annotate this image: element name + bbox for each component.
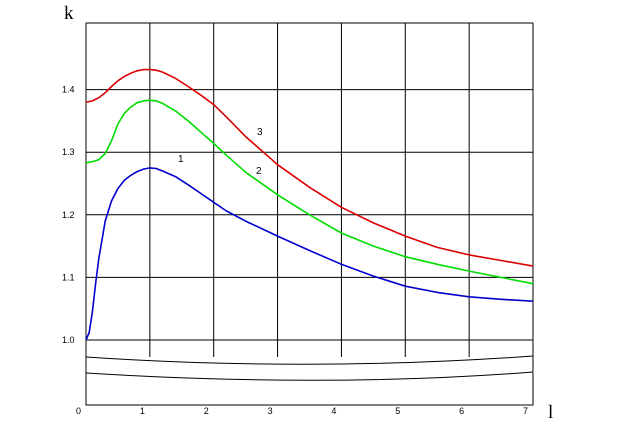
curve-label-1: 1: [178, 154, 184, 165]
y-tick-label: 1.4: [62, 85, 75, 95]
x-axis-title: l: [548, 402, 553, 423]
series: [85, 68, 534, 341]
y-tick-label: 1.1: [62, 272, 75, 282]
x-tick-label: 6: [459, 406, 464, 416]
curve-label-3: 3: [257, 127, 263, 138]
y-axis-title: k: [64, 3, 74, 24]
x-tick-label: 2: [204, 406, 209, 416]
y-tick-label: 1.0: [62, 335, 75, 345]
boundary-upper: [85, 355, 534, 365]
tick-labels: 1.0 1.1 1.2 1.3 1.4 0 1 2 3 4 5 6 7: [62, 85, 528, 416]
series-line-2: [85, 99, 534, 285]
x-tick-label: 0: [76, 406, 81, 416]
series-line-3: [85, 68, 534, 267]
panel-gap: [85, 357, 534, 373]
curve-label-2: 2: [256, 166, 262, 177]
y-tick-label: 1.3: [62, 147, 75, 157]
plot-frame: [85, 22, 534, 406]
x-tick-label: 5: [395, 406, 400, 416]
lower-panel: [85, 355, 534, 381]
boundary-lower: [85, 371, 534, 381]
series-line-1: [85, 167, 534, 341]
x-tick-label: 4: [331, 406, 336, 416]
x-tick-label: 1: [140, 406, 145, 416]
y-tick-label: 1.2: [62, 210, 75, 220]
x-tick-label: 3: [268, 406, 273, 416]
x-tick-label: 7: [523, 406, 528, 416]
